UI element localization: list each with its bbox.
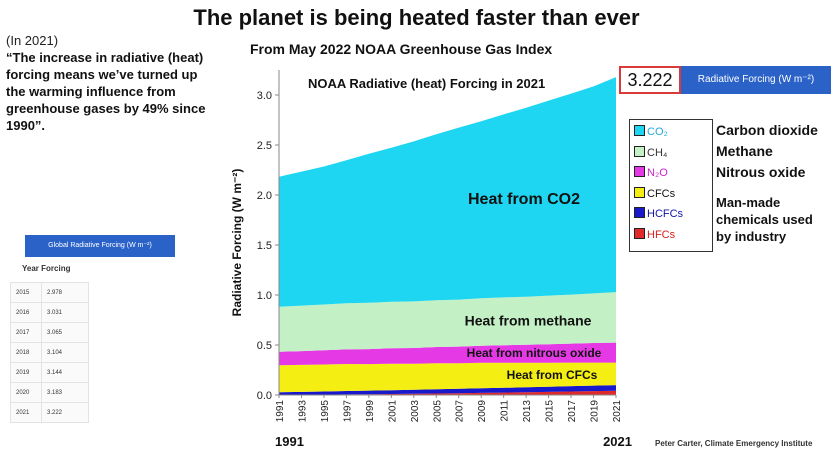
legend-item: CO₂ bbox=[634, 124, 668, 140]
table-value-cell: 3.065 bbox=[41, 322, 89, 343]
legend-desc-methane: Methane bbox=[716, 143, 773, 159]
legend-item: CH₄ bbox=[634, 145, 667, 161]
y-tick-label: 2.0 bbox=[257, 190, 272, 202]
table-row: 2019 3.144 bbox=[10, 362, 89, 383]
band-annotation: Heat from methane bbox=[465, 313, 592, 329]
legend-label: HFCs bbox=[647, 228, 676, 241]
table-value-cell: 3.031 bbox=[41, 302, 89, 323]
legend-label: CO₂ bbox=[647, 126, 668, 138]
x-tick-label: 1991 bbox=[275, 400, 286, 423]
area-series-cfcs bbox=[279, 362, 616, 393]
year-note: (In 2021) bbox=[6, 33, 59, 48]
forcing-value-box: 3.222 bbox=[619, 66, 681, 94]
x-tick-label: 1995 bbox=[320, 400, 331, 423]
year-forcing-header: Year Forcing bbox=[22, 264, 71, 273]
legend-swatch bbox=[634, 186, 645, 198]
table-year-cell: 2018 bbox=[10, 342, 42, 363]
y-tick-label: 0.0 bbox=[257, 390, 272, 402]
table-row: 2021 3.222 bbox=[10, 402, 89, 423]
legend-desc-co2: Carbon dioxide bbox=[716, 122, 818, 138]
x-tick-label: 1993 bbox=[297, 400, 308, 423]
legend-desc-n2o: Nitrous oxide bbox=[716, 164, 806, 180]
year-forcing-table: 2015 2.978 2016 3.031 2017 3.065 2018 3.104 2019… bbox=[10, 282, 89, 423]
legend-item: CFCs bbox=[634, 186, 675, 202]
chart-subtitle: From May 2022 NOAA Greenhouse Gas Index bbox=[250, 41, 553, 57]
table-row: 2020 3.183 bbox=[10, 382, 89, 403]
y-tick-label: 1.5 bbox=[257, 240, 272, 252]
x-tick-label: 2001 bbox=[387, 400, 398, 423]
area-series-no bbox=[279, 342, 616, 366]
y-tick-label: 1.0 bbox=[257, 290, 272, 302]
table-year-cell: 2017 bbox=[10, 322, 42, 343]
main-title: The planet is being heated faster than e… bbox=[193, 5, 640, 30]
band-annotation: Heat from CO2 bbox=[468, 191, 580, 208]
x-tick-label: 2005 bbox=[432, 400, 443, 423]
legend-desc-industry: Man-made chemicals used by industry bbox=[716, 195, 813, 244]
legend-label: N₂O bbox=[647, 167, 668, 179]
area-series-hcfcs bbox=[279, 385, 616, 395]
x-tick-label: 2013 bbox=[522, 400, 533, 423]
legend-item: HCFCs bbox=[634, 206, 683, 222]
legend-label: HCFCs bbox=[647, 208, 684, 220]
legend-item: HFCs bbox=[634, 227, 675, 243]
y-tick-label: 3.0 bbox=[257, 90, 272, 102]
area-series-co bbox=[279, 77, 616, 307]
table-year-cell: 2020 bbox=[10, 382, 42, 403]
legend-label: CFCs bbox=[647, 187, 676, 200]
band-annotation: Heat from CFCs bbox=[507, 368, 598, 382]
quote-text: “The increase in radiative (heat) forcin… bbox=[6, 50, 206, 133]
x-tick-label: 2019 bbox=[590, 400, 601, 423]
y-axis-label: Radiative Forcing (W m⁻²) bbox=[230, 169, 244, 317]
table-row: 2017 3.065 bbox=[10, 322, 89, 343]
x-tick-label: 2009 bbox=[477, 400, 488, 423]
x-tick-label: 1999 bbox=[365, 400, 376, 423]
legend-label: CH₄ bbox=[647, 146, 668, 159]
table-value-cell: 2.978 bbox=[41, 282, 89, 303]
radiative-forcing-label: Radiative Forcing (W m⁻²) bbox=[681, 66, 831, 94]
x-tick-label: 2003 bbox=[410, 400, 421, 423]
legend-swatch bbox=[634, 166, 645, 177]
area-series-ch bbox=[279, 292, 616, 352]
chart-title: NOAA Radiative (heat) Forcing in 2021 bbox=[308, 76, 545, 91]
area-series-hfcs bbox=[279, 390, 616, 395]
table-value-cell: 3.144 bbox=[41, 362, 89, 383]
legend-swatch bbox=[634, 207, 645, 218]
credit-text: Peter Carter, Climate Emergency Institut… bbox=[655, 439, 813, 448]
table-value-cell: 3.222 bbox=[41, 402, 89, 423]
global-forcing-label: Global Radiative Forcing (W m⁻²) bbox=[25, 235, 175, 257]
x-tick-label: 2011 bbox=[500, 400, 511, 422]
y-tick-label: 0.5 bbox=[257, 340, 272, 352]
table-year-cell: 2021 bbox=[10, 402, 42, 423]
x-range-end-label: 2021 bbox=[603, 434, 632, 449]
x-tick-label: 1997 bbox=[342, 400, 353, 423]
legend-swatch bbox=[634, 227, 645, 239]
x-tick-label: 2021 bbox=[612, 400, 623, 423]
x-range-start-label: 1991 bbox=[275, 434, 304, 449]
band-annotation: Heat from nitrous oxide bbox=[467, 346, 602, 360]
legend-item: N₂O bbox=[634, 165, 668, 181]
x-tick-label: 2007 bbox=[455, 400, 466, 423]
x-tick-label: 2015 bbox=[545, 400, 556, 423]
x-tick-label: 2017 bbox=[567, 400, 578, 423]
table-row: 2018 3.104 bbox=[10, 342, 89, 363]
chart-legend: CO₂ CH₄ N₂O CFCs HCFCs HFCs bbox=[629, 119, 713, 252]
y-tick-label: 2.5 bbox=[257, 140, 272, 152]
legend-swatch bbox=[634, 145, 645, 157]
legend-swatch bbox=[634, 125, 645, 136]
